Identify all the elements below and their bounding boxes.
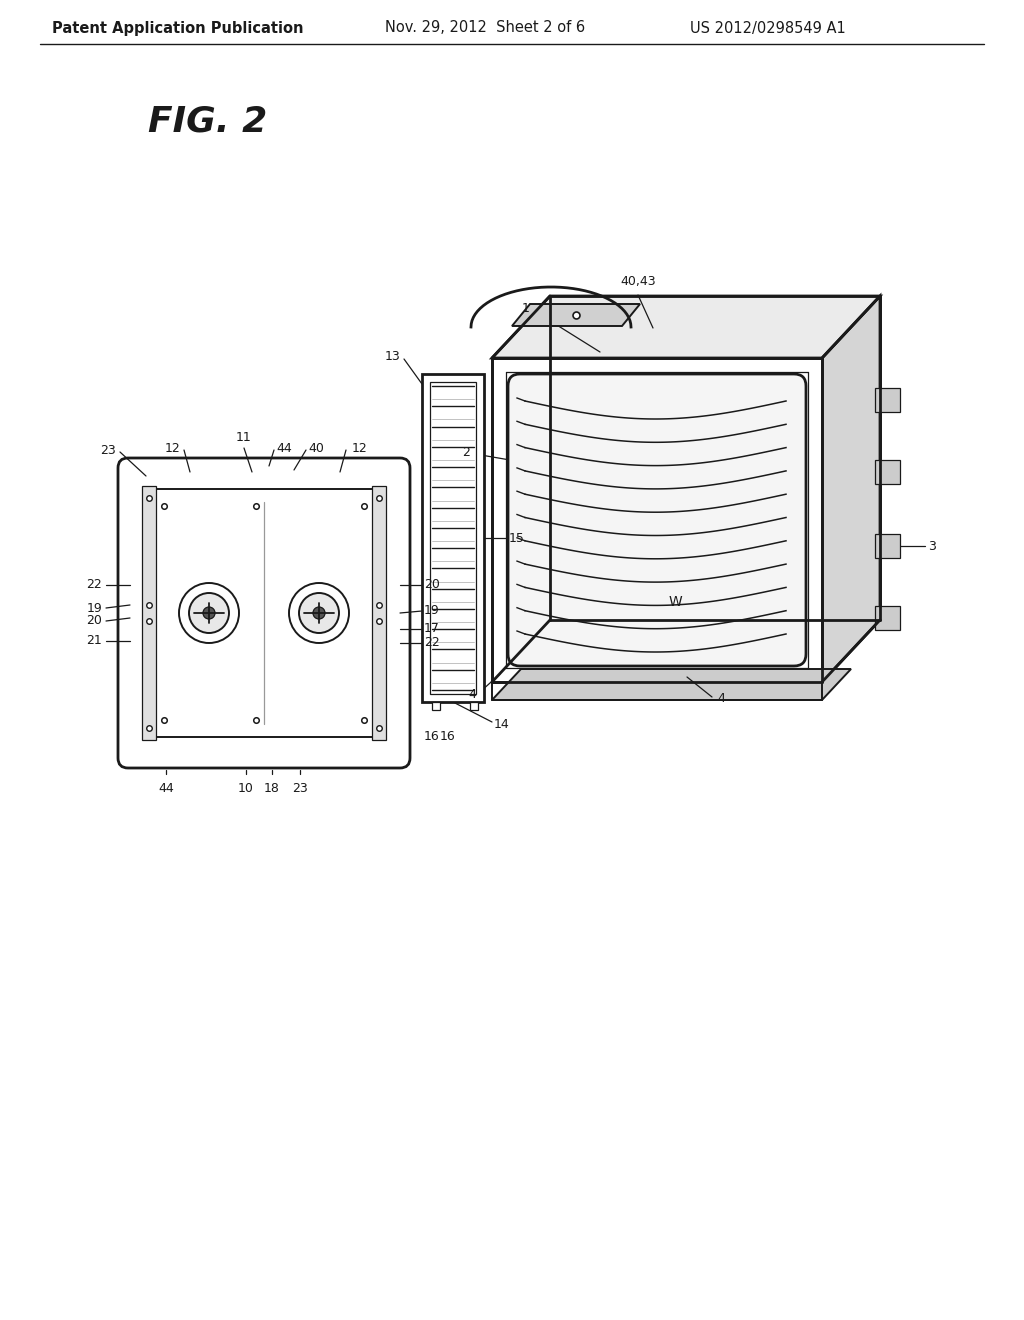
FancyBboxPatch shape: [118, 458, 410, 768]
Polygon shape: [492, 296, 880, 358]
Polygon shape: [822, 296, 880, 682]
Text: 19: 19: [424, 605, 439, 618]
Text: 23: 23: [292, 781, 308, 795]
Text: 1: 1: [522, 301, 530, 314]
Circle shape: [203, 607, 215, 619]
Text: 17: 17: [424, 623, 440, 635]
Bar: [142, 486, 156, 741]
Text: 44: 44: [158, 781, 174, 795]
Bar: [422, 374, 484, 702]
Text: 23: 23: [100, 444, 116, 457]
Text: 18: 18: [264, 781, 280, 795]
Text: 10: 10: [238, 781, 254, 795]
Text: Nov. 29, 2012  Sheet 2 of 6: Nov. 29, 2012 Sheet 2 of 6: [385, 21, 585, 36]
Circle shape: [289, 583, 349, 643]
Bar: [432, 702, 440, 710]
Text: 12: 12: [352, 441, 368, 454]
Text: 16: 16: [440, 730, 456, 743]
Text: FIG. 2: FIG. 2: [148, 106, 267, 139]
FancyBboxPatch shape: [150, 488, 379, 737]
Text: 2: 2: [462, 446, 470, 458]
Text: 19: 19: [86, 602, 102, 615]
Circle shape: [313, 607, 325, 619]
Text: 20: 20: [424, 578, 440, 591]
Text: 15: 15: [509, 532, 525, 544]
Polygon shape: [492, 669, 851, 700]
Polygon shape: [874, 459, 900, 484]
Text: Patent Application Publication: Patent Application Publication: [52, 21, 303, 36]
Text: US 2012/0298549 A1: US 2012/0298549 A1: [690, 21, 846, 36]
Text: 3: 3: [928, 540, 936, 553]
Text: 12: 12: [164, 441, 180, 454]
Text: 22: 22: [424, 636, 439, 649]
Text: 44: 44: [276, 441, 292, 454]
Text: 22: 22: [86, 578, 102, 591]
Text: 40: 40: [308, 441, 324, 454]
FancyBboxPatch shape: [508, 374, 806, 667]
Text: 14: 14: [494, 718, 510, 730]
Text: 4: 4: [468, 688, 476, 701]
Bar: [372, 486, 386, 741]
Polygon shape: [512, 304, 640, 326]
Text: 13: 13: [384, 350, 400, 363]
Polygon shape: [874, 535, 900, 558]
Polygon shape: [874, 388, 900, 412]
Text: 4: 4: [717, 693, 725, 705]
Polygon shape: [492, 358, 822, 682]
Text: 21: 21: [86, 635, 102, 648]
Text: 40,43: 40,43: [621, 275, 655, 288]
Polygon shape: [874, 606, 900, 630]
Bar: [470, 702, 478, 710]
Text: 16: 16: [424, 730, 440, 743]
Circle shape: [299, 593, 339, 634]
Text: 20: 20: [86, 615, 102, 627]
Circle shape: [179, 583, 239, 643]
Polygon shape: [550, 296, 880, 620]
Text: 11: 11: [237, 432, 252, 444]
Circle shape: [189, 593, 229, 634]
Text: W: W: [668, 595, 682, 609]
Bar: [430, 381, 476, 694]
